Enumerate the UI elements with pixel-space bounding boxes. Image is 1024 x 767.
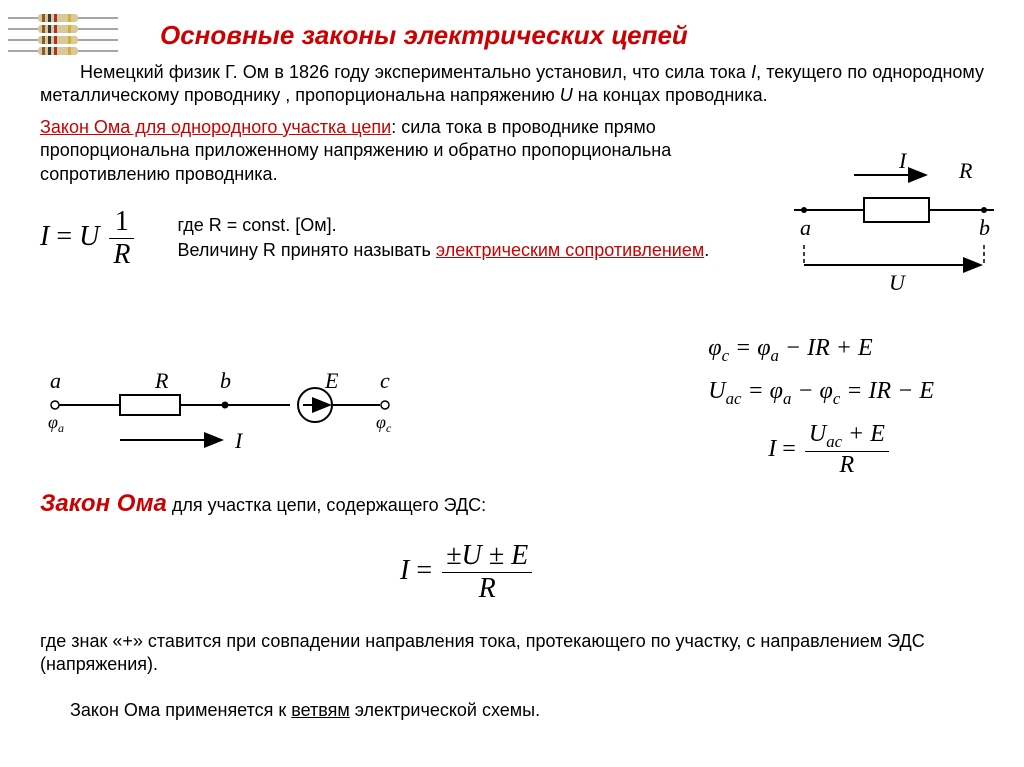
note-l2b: R xyxy=(263,240,276,260)
note-l1b: R xyxy=(209,215,222,235)
d2-I: I xyxy=(234,428,244,453)
note-block: где R = const. [Ом]. Величину R принято … xyxy=(177,213,709,263)
d2-phia: φ xyxy=(48,412,58,432)
eq2-c: c xyxy=(722,346,729,365)
f1-eq: = xyxy=(49,221,79,252)
d2-phic: φ xyxy=(376,412,386,432)
note-l2a: Величину xyxy=(177,240,262,260)
note-l2d: электрическим сопротивлением xyxy=(436,240,704,260)
law2-line: Закон Ома для участка цепи, содержащего … xyxy=(40,490,486,518)
svg-text:φa: φa xyxy=(48,412,64,435)
eq2-t2: − IR + E xyxy=(779,335,873,361)
f1-num: 1 xyxy=(109,206,134,239)
page-title: Основные законы электрических цепей xyxy=(0,0,1024,61)
f1-U: U xyxy=(79,221,99,252)
d2-R: R xyxy=(154,370,169,393)
eq3: Uac = φa − φc = IR − E xyxy=(708,378,934,409)
final-t2: электрической схемы. xyxy=(350,700,540,720)
eq2-phi: φ xyxy=(708,335,721,361)
formula-1: I = U 1R xyxy=(40,206,137,271)
diag1-U: U xyxy=(889,270,907,295)
resistor-diagram-1: I R a b U xyxy=(784,150,1004,300)
d2-a: a xyxy=(50,370,61,393)
eq3-m2: − φ xyxy=(791,378,832,404)
final-line: Закон Ома применяется к ветвям электриче… xyxy=(70,700,540,721)
eq4-numU: U xyxy=(809,421,826,447)
eq3-ac: ac xyxy=(726,389,742,408)
sign-note: где знак «+» ставится при совпадении нап… xyxy=(40,630,984,677)
intro-t1: Немецкий физик Г. Ом в 1826 году экспери… xyxy=(80,62,751,82)
eq4-numE: + E xyxy=(842,421,885,447)
intro-t3: на концах проводника. xyxy=(573,85,768,105)
f1-den: R xyxy=(109,239,134,271)
note-l2e: . xyxy=(704,240,709,260)
d2-c: c xyxy=(380,370,390,393)
eq2-eq: = φ xyxy=(729,335,770,361)
eq5-num: ±U ± E xyxy=(442,540,532,573)
diag1-I: I xyxy=(898,150,908,173)
eq2: φc = φa − IR + E xyxy=(708,335,934,366)
eq5-I: I xyxy=(400,555,409,586)
diag1-b: b xyxy=(979,215,990,240)
eq2-a: a xyxy=(771,346,779,365)
circuit-diagram-2: a R b E c φa φc I xyxy=(40,370,420,470)
eq3-U: U xyxy=(708,378,725,404)
note-l1a: где xyxy=(177,215,208,235)
eq4-den: R xyxy=(805,452,889,479)
eq5-eq: = xyxy=(409,555,439,586)
intro-u: U xyxy=(560,85,573,105)
d2-phia-sub: a xyxy=(58,421,64,435)
diag1-a: a xyxy=(800,215,811,240)
d2-phic-sub: c xyxy=(386,421,392,435)
f1-I: I xyxy=(40,221,49,252)
eq3-t: = IR − E xyxy=(840,378,934,404)
d2-b: b xyxy=(220,370,231,393)
law1-head: Закон Ома для однородного участка цепи xyxy=(40,117,391,137)
eq5: I = ±U ± ER xyxy=(400,540,535,605)
equations-block: φc = φa − IR + E Uac = φa − φc = IR − E … xyxy=(708,335,934,479)
final-t1: Закон Ома применяется к xyxy=(70,700,291,720)
eq4-eq: = xyxy=(776,436,802,462)
diag1-R: R xyxy=(958,158,973,183)
intro-text: Немецкий физик Г. Ом в 1826 году экспери… xyxy=(0,61,1024,116)
eq4: I = Uac + ER xyxy=(768,421,934,480)
d2-E: E xyxy=(324,370,339,393)
svg-text:φc: φc xyxy=(376,412,392,435)
law2-tail: для участка цепи, содержащего ЭДС: xyxy=(167,495,486,515)
resistor-photo xyxy=(8,8,118,68)
eq3-m: = φ xyxy=(741,378,782,404)
note-l2c: принято называть xyxy=(276,240,436,260)
eq4-numac: ac xyxy=(826,431,842,450)
note-l1c: = const. [Ом]. xyxy=(222,215,337,235)
final-u: ветвям xyxy=(291,700,350,720)
eq5-den: R xyxy=(442,573,532,605)
law2-head: Закон Ома xyxy=(40,490,167,517)
